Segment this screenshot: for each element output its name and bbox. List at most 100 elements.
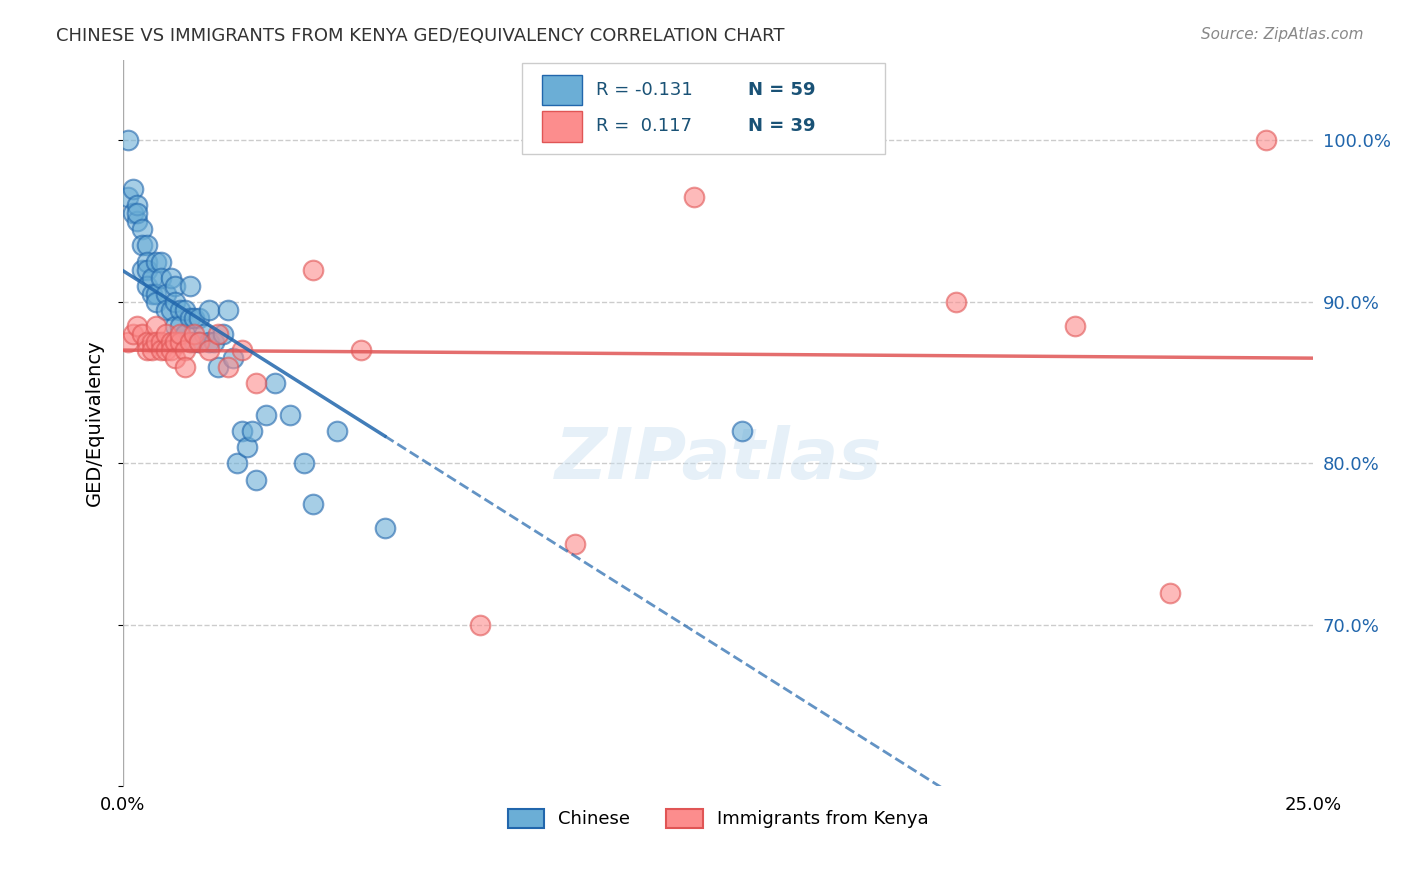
Point xyxy=(174,327,197,342)
Text: R = -0.131: R = -0.131 xyxy=(596,81,692,99)
Point xyxy=(117,335,139,350)
Point xyxy=(141,286,163,301)
Point xyxy=(240,424,263,438)
Point xyxy=(165,351,187,366)
Point xyxy=(197,343,219,358)
Point xyxy=(193,327,215,342)
Point xyxy=(150,335,173,350)
Point xyxy=(135,278,157,293)
Point xyxy=(245,376,267,390)
Point xyxy=(292,457,315,471)
Point xyxy=(121,327,143,342)
Point xyxy=(197,302,219,317)
Point xyxy=(169,319,191,334)
Point xyxy=(169,327,191,342)
Point xyxy=(165,294,187,309)
Text: CHINESE VS IMMIGRANTS FROM KENYA GED/EQUIVALENCY CORRELATION CHART: CHINESE VS IMMIGRANTS FROM KENYA GED/EQU… xyxy=(56,27,785,45)
Point xyxy=(135,254,157,268)
Point xyxy=(135,262,157,277)
Point xyxy=(188,335,211,350)
Point xyxy=(141,335,163,350)
Point xyxy=(127,198,149,212)
Point xyxy=(135,343,157,358)
Point xyxy=(254,408,277,422)
Point xyxy=(121,182,143,196)
Point xyxy=(141,270,163,285)
Point xyxy=(145,254,167,268)
Point xyxy=(236,440,259,454)
Point xyxy=(350,343,373,358)
Point xyxy=(221,351,243,366)
Point xyxy=(131,222,153,236)
Point xyxy=(207,327,229,342)
Point xyxy=(683,190,706,204)
Point xyxy=(731,424,754,438)
Point xyxy=(1064,319,1087,334)
Point xyxy=(145,286,167,301)
Point xyxy=(468,618,491,632)
Point xyxy=(179,278,201,293)
Point xyxy=(183,311,205,326)
Point xyxy=(264,376,287,390)
Point xyxy=(207,359,229,374)
Point xyxy=(150,254,173,268)
FancyBboxPatch shape xyxy=(541,75,582,105)
Point xyxy=(226,457,249,471)
Point xyxy=(131,238,153,252)
Point xyxy=(945,294,967,309)
Text: N = 59: N = 59 xyxy=(748,81,815,99)
Point xyxy=(231,424,253,438)
Point xyxy=(127,319,149,334)
Point xyxy=(135,335,157,350)
Text: R =  0.117: R = 0.117 xyxy=(596,118,692,136)
Point xyxy=(141,343,163,358)
Point xyxy=(127,214,149,228)
Point xyxy=(231,343,253,358)
Point xyxy=(179,311,201,326)
Point xyxy=(188,335,211,350)
Text: Source: ZipAtlas.com: Source: ZipAtlas.com xyxy=(1201,27,1364,42)
Point xyxy=(155,286,177,301)
Point xyxy=(169,302,191,317)
Point xyxy=(117,190,139,204)
Point xyxy=(155,327,177,342)
Point xyxy=(117,133,139,147)
Point xyxy=(155,302,177,317)
Point xyxy=(197,335,219,350)
Point xyxy=(302,497,325,511)
Point xyxy=(245,473,267,487)
Text: N = 39: N = 39 xyxy=(748,118,815,136)
Point xyxy=(131,262,153,277)
Point xyxy=(150,343,173,358)
Point xyxy=(121,206,143,220)
Point xyxy=(145,335,167,350)
Point xyxy=(169,335,191,350)
Point xyxy=(145,319,167,334)
FancyBboxPatch shape xyxy=(541,112,582,142)
Point xyxy=(131,327,153,342)
Point xyxy=(174,302,197,317)
Point xyxy=(202,335,225,350)
Point xyxy=(174,359,197,374)
Point xyxy=(1254,133,1277,147)
Point xyxy=(326,424,349,438)
Point xyxy=(165,319,187,334)
Legend: Chinese, Immigrants from Kenya: Chinese, Immigrants from Kenya xyxy=(501,802,936,836)
Point xyxy=(302,262,325,277)
Point xyxy=(179,335,201,350)
Point xyxy=(188,311,211,326)
Point xyxy=(212,327,235,342)
Point xyxy=(155,343,177,358)
FancyBboxPatch shape xyxy=(522,63,884,154)
Point xyxy=(159,335,181,350)
Point xyxy=(135,238,157,252)
Point xyxy=(127,206,149,220)
Point xyxy=(159,343,181,358)
Point xyxy=(165,278,187,293)
Point xyxy=(217,359,239,374)
Point xyxy=(174,343,197,358)
Y-axis label: GED/Equivalency: GED/Equivalency xyxy=(86,340,104,507)
Point xyxy=(1159,585,1181,599)
Point xyxy=(159,302,181,317)
Text: ZIPatlas: ZIPatlas xyxy=(554,425,882,494)
